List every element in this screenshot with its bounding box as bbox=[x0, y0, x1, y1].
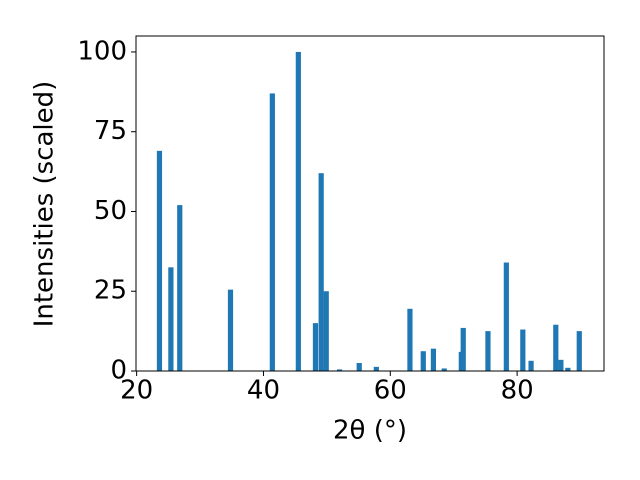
bar bbox=[323, 291, 329, 371]
bar bbox=[356, 363, 362, 371]
y-tick-label: 50 bbox=[94, 196, 127, 226]
bar bbox=[269, 93, 275, 371]
plot-frame bbox=[135, 35, 605, 372]
bar bbox=[520, 329, 526, 371]
bar bbox=[420, 351, 426, 371]
bar bbox=[553, 324, 559, 371]
bar bbox=[168, 267, 174, 371]
bar bbox=[576, 331, 582, 371]
bar bbox=[407, 308, 413, 371]
x-axis-label: 2θ (°) bbox=[333, 416, 407, 446]
x-tick-label: 40 bbox=[247, 376, 280, 406]
bar bbox=[312, 323, 319, 371]
x-tick-label: 60 bbox=[374, 376, 407, 406]
y-tick-label: 100 bbox=[77, 36, 127, 66]
bar bbox=[503, 262, 509, 371]
bar bbox=[558, 359, 564, 371]
bar bbox=[318, 173, 324, 371]
bar bbox=[336, 369, 343, 371]
y-axis-label: Intensities (scaled) bbox=[30, 81, 60, 328]
bar bbox=[441, 368, 447, 371]
bar bbox=[227, 289, 234, 371]
x-tick-label: 20 bbox=[120, 376, 153, 406]
x-tick-label: 80 bbox=[501, 376, 534, 406]
bar bbox=[430, 348, 437, 371]
y-tick-label: 75 bbox=[94, 116, 127, 146]
bar bbox=[565, 367, 571, 371]
bar bbox=[460, 327, 466, 371]
bar bbox=[485, 331, 491, 371]
bar bbox=[373, 366, 379, 371]
bar bbox=[156, 150, 163, 371]
bar bbox=[295, 51, 301, 371]
bar bbox=[528, 360, 534, 371]
y-tick-label: 25 bbox=[94, 276, 127, 306]
y-tick-label: 0 bbox=[110, 356, 127, 386]
bar bbox=[177, 205, 183, 371]
